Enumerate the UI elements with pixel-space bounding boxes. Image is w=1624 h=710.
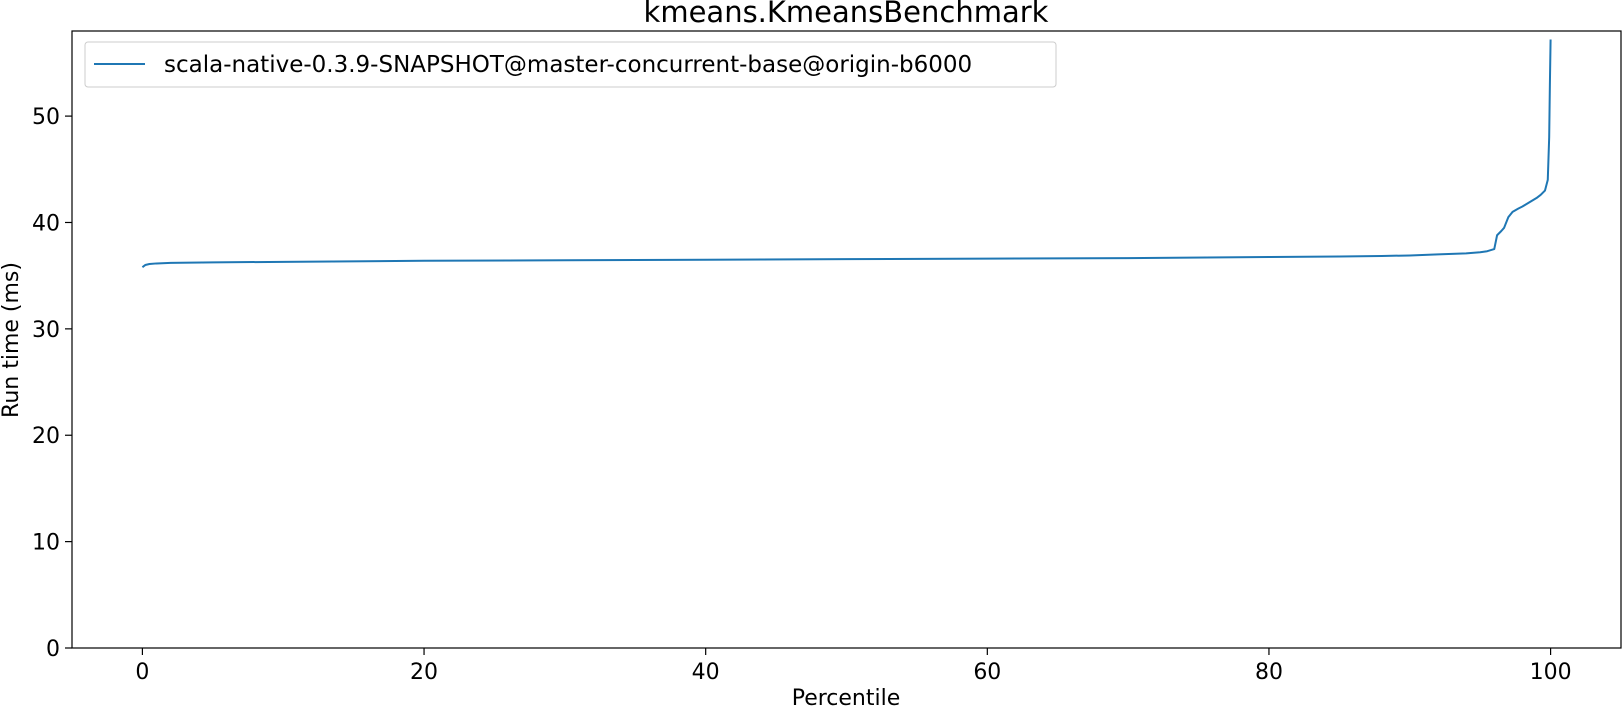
x-tick-label: 100 <box>1530 660 1572 685</box>
legend-frame <box>84 41 1057 88</box>
x-axis: 0 20 40 60 80 100 <box>135 648 1572 685</box>
x-axis-label: Percentile <box>792 686 901 710</box>
plot-area <box>141 39 1552 268</box>
plot-frame <box>71 30 1622 649</box>
x-tick-label: 80 <box>1255 660 1283 685</box>
y-tick-label: 50 <box>32 105 60 130</box>
y-tick-label: 0 <box>46 637 60 662</box>
series-line-0 <box>141 39 1552 268</box>
legend: scala-native-0.3.9-SNAPSHOT@master-concu… <box>84 41 1057 88</box>
x-tick-label: 0 <box>135 660 149 685</box>
legend-label: scala-native-0.3.9-SNAPSHOT@master-concu… <box>164 52 972 78</box>
y-axis-label: Run time (ms) <box>0 262 24 418</box>
y-axis: 0 10 20 30 40 50 <box>32 105 72 662</box>
chart-title: kmeans.KmeansBenchmark <box>644 0 1049 29</box>
x-tick-label: 60 <box>973 660 1001 685</box>
x-tick-label: 40 <box>692 660 720 685</box>
x-tick-label: 20 <box>410 660 438 685</box>
y-tick-label: 30 <box>32 318 60 343</box>
y-tick-label: 40 <box>32 211 60 236</box>
y-tick-label: 20 <box>32 424 60 449</box>
y-tick-label: 10 <box>32 531 60 556</box>
